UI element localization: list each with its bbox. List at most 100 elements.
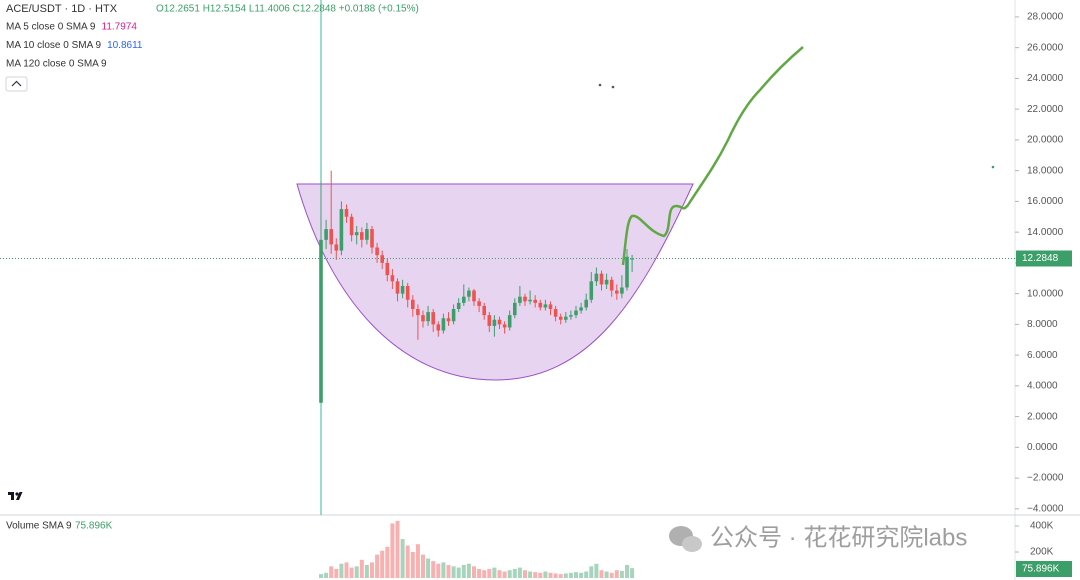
candle-body [395, 281, 400, 294]
indicator-name: MA 10 close 0 SMA 9 [6, 40, 101, 51]
volume-bar [563, 573, 568, 578]
candle-body [584, 299, 588, 308]
candle-body [324, 229, 328, 240]
volume-bar [584, 571, 589, 578]
candle-body [467, 290, 471, 297]
volume-bar [334, 568, 339, 578]
y-tick-label: 400K [1030, 521, 1054, 532]
volume-bar [370, 562, 374, 578]
last-price-box [1016, 250, 1072, 267]
candle-body [528, 299, 532, 302]
candle-body [548, 304, 553, 309]
candle-body [487, 315, 492, 326]
y-tick-label: 18.0000 [1027, 165, 1064, 176]
candle-body [405, 285, 410, 300]
volume-bar [619, 570, 624, 578]
watermark: 公众号 · 花花研究院labs [710, 524, 967, 551]
y-tick-label: 22.0000 [1027, 104, 1064, 115]
candle-body [620, 287, 624, 294]
indicator-value: 10.8611 [107, 40, 143, 51]
volume-bar [436, 563, 441, 578]
cup-drawing [296, 183, 694, 381]
volume-bar [431, 561, 436, 578]
candle-body [569, 315, 573, 317]
candle-body [625, 256, 629, 288]
volume-bar [533, 572, 538, 578]
candle-body [594, 273, 599, 282]
volume-bar [446, 565, 451, 578]
candle-body [436, 324, 441, 331]
candle-body [599, 273, 604, 285]
y-tick-label: 26.0000 [1027, 42, 1064, 53]
last-volume-box [1016, 561, 1072, 577]
volume-bar [451, 566, 456, 578]
volume-bar [609, 572, 614, 578]
volume-bar [482, 570, 487, 578]
candle-body [400, 285, 405, 294]
candle-body [574, 310, 578, 316]
candle-body [390, 275, 395, 282]
candle-body [411, 299, 415, 309]
volume-bar [421, 554, 425, 578]
volume-bar [543, 571, 548, 578]
candle-body [630, 258, 634, 260]
candle-body [553, 309, 558, 317]
volume-bar [599, 570, 604, 578]
volume-bar [558, 574, 563, 578]
candle-body [385, 262, 390, 276]
candle-body [421, 315, 425, 322]
volume-bar [512, 568, 517, 578]
ohlc: O12.2651 H12.5154 L11.4006 C12.2848 +0.0… [156, 4, 419, 15]
tv-logo [4, 484, 30, 508]
watermark-icon [669, 526, 702, 552]
volume-bar [477, 568, 482, 578]
volume-bar [415, 544, 420, 578]
volume-bar [568, 572, 573, 578]
candle-body [482, 305, 486, 316]
candle-body [334, 244, 339, 251]
candle-body [349, 216, 354, 236]
y-tick-label: 10.0000 [1027, 288, 1064, 299]
candle-body [492, 319, 497, 326]
indicator-name: MA 5 close 0 SMA 9 [6, 22, 96, 33]
volume-bar [385, 546, 390, 578]
volume-bar [410, 552, 415, 578]
candle-body [518, 296, 522, 303]
candle-body [339, 209, 344, 251]
candle-body [354, 232, 359, 236]
volume-bar [492, 567, 497, 578]
volume-bar [395, 520, 400, 578]
volume-bar [589, 566, 594, 578]
volume-bar [614, 570, 619, 578]
candle-body [579, 307, 583, 311]
volume-bar [426, 558, 431, 578]
candle-body [538, 302, 543, 308]
volume-bar [441, 562, 446, 578]
volume-sma: 75.896K [75, 521, 113, 532]
volume-bar [523, 570, 527, 578]
candle-body [477, 301, 481, 306]
volume-bar [456, 567, 461, 578]
y-tick-label: 8.0000 [1027, 319, 1058, 330]
candle-body [431, 312, 435, 325]
candle-body [462, 296, 466, 303]
volume-bar [466, 563, 471, 578]
volume-bar [625, 565, 629, 578]
symbol: ACE/USDT · 1D · HTX [6, 3, 118, 15]
volume-bar [517, 567, 522, 578]
candle-body [604, 279, 609, 285]
candle-body [472, 290, 476, 302]
candle-body [564, 316, 568, 320]
volume-bar [324, 572, 329, 578]
volume-bar [405, 545, 410, 578]
candle-body [329, 229, 333, 245]
marks [319, 170, 635, 578]
volume-bar [528, 571, 533, 578]
chevron [11, 80, 22, 87]
candle-body [497, 319, 502, 325]
collapse-button[interactable] [5, 76, 28, 92]
volume-bar [548, 572, 553, 578]
candle-body [523, 296, 527, 302]
